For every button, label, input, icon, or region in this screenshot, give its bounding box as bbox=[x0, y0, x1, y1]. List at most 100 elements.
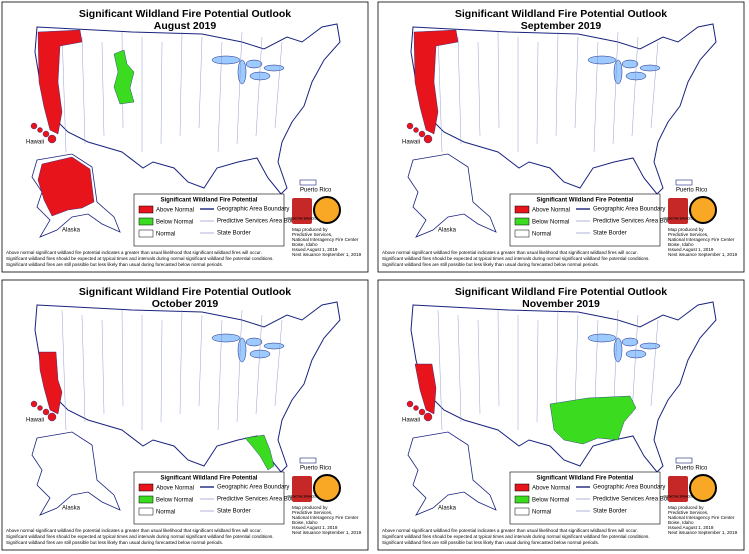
legend-label: Below Normal bbox=[532, 220, 569, 226]
alaska-map bbox=[407, 431, 497, 516]
state-border bbox=[274, 319, 283, 407]
hawaii-island bbox=[413, 405, 419, 411]
place-label: Hawaii bbox=[402, 140, 420, 146]
state-border bbox=[650, 319, 659, 407]
footnote: Significant wildland fires are still pos… bbox=[382, 540, 599, 545]
panel-month: September 2019 bbox=[521, 20, 602, 32]
producer-text: Boise, Idaho bbox=[292, 520, 318, 525]
legend-label: State Border bbox=[217, 231, 251, 237]
legend-label: Predictive Services Area Boundary bbox=[217, 497, 309, 503]
legend-swatch bbox=[138, 495, 154, 504]
hawaii-island bbox=[418, 408, 426, 416]
legend-box bbox=[509, 193, 661, 247]
panel-title: Significant Wildland Fire Potential Outl… bbox=[455, 8, 667, 20]
state-border bbox=[555, 31, 559, 137]
place-label: Hawaii bbox=[402, 418, 420, 424]
hawaii-island bbox=[413, 127, 419, 133]
producer-text: Predictive Services, bbox=[292, 232, 332, 237]
logo-text: PREDICTIVE SERVICES bbox=[663, 217, 693, 221]
footnote: Above normal significant wildland fire p… bbox=[382, 528, 638, 533]
fire-potential-area bbox=[414, 363, 437, 415]
state-border bbox=[574, 36, 579, 129]
lake bbox=[245, 337, 263, 347]
logo-predictive bbox=[292, 198, 312, 224]
hawaii-island bbox=[406, 122, 414, 130]
state-border bbox=[255, 314, 263, 415]
state-border bbox=[101, 41, 105, 137]
legend-label: Normal bbox=[156, 510, 175, 516]
lake bbox=[263, 342, 285, 350]
state-border bbox=[81, 314, 86, 423]
state-border bbox=[61, 31, 67, 153]
legend-label: State Border bbox=[593, 231, 627, 237]
hawaii-island bbox=[47, 134, 57, 144]
state-border bbox=[457, 36, 462, 145]
place-label: Puerto Rico bbox=[300, 188, 332, 194]
legend-label: Above Normal bbox=[156, 486, 194, 492]
place-label: Puerto Rico bbox=[676, 466, 708, 472]
legend-label: Above Normal bbox=[156, 208, 194, 214]
lake bbox=[613, 337, 623, 363]
us-map bbox=[410, 23, 717, 195]
lake bbox=[587, 55, 617, 65]
state-border bbox=[121, 309, 124, 407]
alaska-map bbox=[407, 153, 497, 238]
logo-nifc bbox=[313, 196, 341, 224]
legend-box bbox=[133, 193, 285, 247]
footnote: Above normal significant wildland fire p… bbox=[6, 528, 262, 533]
legend-title: Significant Wildland Fire Potential bbox=[537, 198, 634, 204]
outlook-panel: Significant Wildland Fire Potential Outl… bbox=[1, 1, 369, 273]
lake bbox=[613, 59, 623, 85]
hawaii-island bbox=[37, 127, 43, 133]
place-label: Hawaii bbox=[26, 418, 44, 424]
lake bbox=[639, 342, 661, 350]
puerto-rico bbox=[675, 457, 693, 464]
state-border bbox=[236, 31, 243, 145]
state-border bbox=[612, 31, 619, 145]
place-label: Alaska bbox=[438, 228, 457, 234]
legend-swatch bbox=[514, 217, 530, 226]
state-border bbox=[179, 309, 183, 415]
footnote: Above normal significant wildland fire p… bbox=[6, 250, 262, 255]
logo-nifc bbox=[689, 196, 717, 224]
panel-month: October 2019 bbox=[152, 298, 219, 310]
legend-swatch bbox=[138, 205, 154, 214]
hawaii-island bbox=[42, 408, 50, 416]
hawaii-island bbox=[418, 130, 426, 138]
producer-text: Predictive Services, bbox=[668, 232, 708, 237]
legend-swatch bbox=[138, 507, 154, 516]
state-border bbox=[160, 41, 163, 145]
logo-nifc bbox=[689, 474, 717, 502]
us-map bbox=[34, 301, 341, 473]
state-border bbox=[437, 309, 443, 431]
logo-predictive bbox=[292, 476, 312, 502]
next-text: Next issuance September 1, 2019 bbox=[668, 530, 738, 535]
footnote: Significant wildland fires should be exp… bbox=[6, 256, 274, 261]
logo-nifc bbox=[313, 474, 341, 502]
us-map bbox=[34, 23, 341, 195]
legend-label: Below Normal bbox=[156, 498, 193, 504]
outlook-panel: Significant Wildland Fire Potential Outl… bbox=[377, 1, 745, 273]
panel-month: August 2019 bbox=[154, 20, 217, 32]
place-label: Alaska bbox=[438, 506, 457, 512]
fire-potential-area bbox=[37, 156, 95, 217]
puerto-rico bbox=[299, 179, 317, 186]
issued-text: Issued August 1, 2019 bbox=[292, 525, 338, 530]
legend-label: Above Normal bbox=[532, 486, 570, 492]
state-border bbox=[101, 319, 105, 415]
panel-title: Significant Wildland Fire Potential Outl… bbox=[455, 286, 667, 298]
footnote: Significant wildland fires are still pos… bbox=[382, 262, 599, 267]
legend-label: State Border bbox=[593, 509, 627, 515]
lake bbox=[211, 55, 241, 65]
legend-label: Predictive Services Area Boundary bbox=[593, 497, 685, 503]
logo-text: PREDICTIVE SERVICES bbox=[287, 217, 317, 221]
state-border bbox=[574, 314, 579, 407]
footnote: Significant wildland fires should be exp… bbox=[6, 534, 274, 539]
legend-label: Geographic Area Boundary bbox=[593, 207, 665, 213]
state-border bbox=[198, 314, 203, 407]
place-label: Puerto Rico bbox=[676, 188, 708, 194]
footnote: Significant wildland fires are still pos… bbox=[6, 540, 223, 545]
state-border bbox=[457, 314, 462, 423]
hawaii-island bbox=[406, 400, 414, 408]
